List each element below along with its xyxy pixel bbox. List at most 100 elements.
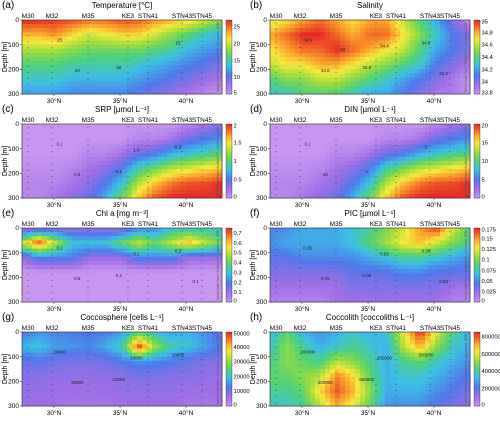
colorbar-swatch bbox=[474, 81, 480, 85]
heatmap-cell bbox=[32, 269, 38, 274]
sample-dot bbox=[429, 138, 431, 140]
sample-dot bbox=[299, 65, 301, 67]
heatmap-cell bbox=[137, 185, 143, 191]
heatmap-cell bbox=[330, 124, 336, 129]
heatmap-cell bbox=[157, 173, 163, 178]
heatmap-cell bbox=[22, 240, 28, 245]
heatmap-cell bbox=[425, 173, 431, 178]
sample-dot bbox=[87, 53, 89, 55]
heatmap-cell bbox=[107, 140, 113, 145]
heatmap-cell bbox=[335, 273, 341, 278]
heatmap-cell bbox=[465, 244, 471, 249]
heatmap-cell bbox=[27, 177, 33, 182]
heatmap-cell bbox=[335, 236, 341, 241]
heatmap-cell bbox=[92, 256, 98, 262]
heatmap-cell bbox=[77, 73, 83, 78]
heatmap-cell bbox=[182, 269, 188, 274]
sample-dot bbox=[51, 176, 53, 177]
heatmap-cell bbox=[340, 77, 346, 83]
heatmap-cell bbox=[207, 65, 213, 70]
colorbar-tick-label: 0.7 bbox=[234, 231, 242, 237]
heatmap-cell bbox=[137, 269, 143, 274]
heatmap-cell bbox=[122, 85, 128, 91]
heatmap-cell bbox=[275, 132, 281, 137]
heatmap-cell bbox=[197, 36, 203, 41]
heatmap-cell bbox=[107, 152, 113, 158]
sample-dot bbox=[299, 72, 301, 73]
heatmap-cell bbox=[450, 85, 456, 91]
contour-label: 34.6 bbox=[303, 37, 312, 42]
heatmap-cell bbox=[152, 281, 158, 286]
heatmap-cell bbox=[455, 169, 461, 174]
heatmap-cell bbox=[455, 124, 461, 129]
heatmap-cell bbox=[390, 77, 396, 83]
heatmap-cell bbox=[157, 73, 163, 78]
heatmap-cell bbox=[375, 181, 381, 187]
heatmap-cell bbox=[315, 232, 321, 237]
heatmap-cell bbox=[385, 248, 391, 254]
heatmap-cell bbox=[177, 156, 183, 162]
heatmap-cell bbox=[370, 236, 376, 241]
heatmap-cell bbox=[435, 165, 441, 170]
heatmap-cell bbox=[57, 260, 63, 266]
heatmap-cell bbox=[385, 144, 391, 150]
heatmap-cell bbox=[77, 136, 83, 141]
sample-dot bbox=[147, 255, 149, 257]
heatmap-cell bbox=[370, 248, 376, 254]
heatmap-cell bbox=[415, 269, 421, 274]
heatmap-cell bbox=[400, 32, 406, 37]
heatmap-cell bbox=[217, 28, 223, 33]
sample-dot bbox=[27, 163, 29, 165]
heatmap-cell bbox=[380, 232, 386, 237]
heatmap-cell bbox=[305, 148, 311, 154]
heatmap-cell bbox=[390, 73, 396, 78]
heatmap-cell bbox=[132, 132, 138, 137]
heatmap-cell bbox=[197, 61, 203, 66]
heatmap-cell bbox=[330, 193, 336, 199]
heatmap-cell bbox=[300, 73, 306, 78]
heatmap-cell bbox=[355, 44, 361, 50]
heatmap-cell bbox=[395, 124, 401, 129]
heatmap-cell bbox=[92, 128, 98, 133]
heatmap-cell bbox=[62, 85, 68, 91]
heatmap-cell bbox=[295, 57, 301, 62]
heatmap-cell bbox=[375, 165, 381, 170]
heatmap-cell bbox=[72, 169, 78, 174]
heatmap-cell bbox=[122, 269, 128, 274]
heatmap-cell bbox=[97, 85, 103, 91]
heatmap-cell bbox=[345, 132, 351, 137]
heatmap-cell bbox=[97, 185, 103, 191]
heatmap-cell bbox=[157, 281, 163, 286]
heatmap-cell bbox=[340, 40, 346, 46]
heatmap-cell bbox=[460, 85, 466, 91]
x-tick-label: 35°N bbox=[113, 305, 128, 313]
heatmap-cell bbox=[37, 244, 43, 249]
colorbar-swatch bbox=[474, 151, 480, 154]
heatmap-cell bbox=[325, 52, 331, 58]
heatmap-cell bbox=[197, 256, 203, 262]
heatmap-cell bbox=[57, 44, 63, 50]
heatmap-cell bbox=[385, 240, 391, 245]
colorbar-swatch bbox=[226, 260, 232, 263]
colorbar-tick-label: 25 bbox=[234, 25, 240, 31]
heatmap-cell bbox=[320, 265, 326, 270]
heatmap-cell bbox=[435, 277, 441, 282]
heatmap-cell bbox=[147, 232, 153, 237]
heatmap-cell bbox=[47, 128, 53, 133]
heatmap-cell bbox=[112, 152, 118, 158]
heatmap-cell bbox=[305, 165, 311, 170]
heatmap-cell bbox=[162, 24, 168, 29]
heatmap-cell bbox=[82, 177, 88, 182]
heatmap-cell bbox=[147, 189, 153, 195]
heatmap-cell bbox=[330, 44, 336, 50]
heatmap-cell bbox=[385, 173, 391, 178]
heatmap-cell bbox=[132, 193, 138, 199]
heatmap-cell bbox=[92, 152, 98, 158]
heatmap-cell bbox=[375, 173, 381, 178]
heatmap-cell bbox=[440, 248, 446, 254]
sample-dot bbox=[449, 176, 451, 177]
heatmap-cell bbox=[92, 173, 98, 178]
panel-title: DIN [µmol L⁻¹] bbox=[344, 105, 396, 114]
heatmap-cell bbox=[340, 193, 346, 199]
heatmap-cell bbox=[310, 169, 316, 174]
